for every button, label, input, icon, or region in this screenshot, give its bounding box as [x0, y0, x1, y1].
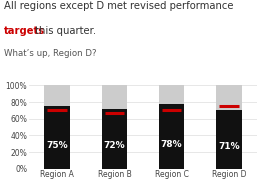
Bar: [216, 85, 242, 169]
Text: 75%: 75%: [46, 140, 68, 150]
Bar: [159, 85, 185, 169]
Text: What’s up, Region D?: What’s up, Region D?: [4, 49, 96, 58]
Text: 78%: 78%: [161, 139, 183, 149]
Text: this quarter.: this quarter.: [32, 26, 96, 36]
Bar: [159, 104, 185, 169]
Text: 72%: 72%: [103, 141, 125, 151]
Bar: [44, 85, 70, 169]
Bar: [216, 110, 242, 169]
Text: All regions except D met revised performance: All regions except D met revised perform…: [4, 1, 233, 11]
Bar: [101, 109, 127, 169]
Text: 71%: 71%: [218, 142, 240, 151]
Bar: [101, 85, 127, 169]
Bar: [44, 106, 70, 169]
Text: targets: targets: [4, 26, 45, 36]
